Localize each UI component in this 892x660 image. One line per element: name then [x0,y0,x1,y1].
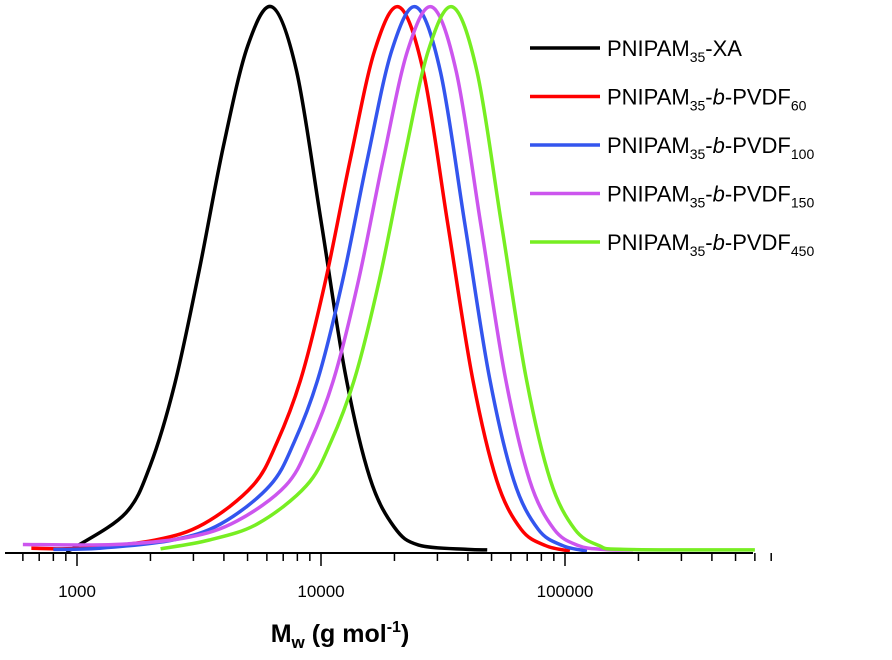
legend-label: PNIPAM35-XA [607,36,742,65]
legend-label: PNIPAM35-b-PVDF60 [607,85,807,114]
legend: PNIPAM35-XA PNIPAM35-b-PVDF60 PNIPAM35-b-P… [530,36,814,259]
plot-area [22,4,755,553]
legend-label: PNIPAM35-b-PVDF450 [607,230,814,259]
legend-label: PNIPAM35-b-PVDF150 [607,182,814,211]
series-line-1 [31,5,571,553]
series-line-4 [160,5,755,552]
x-axis-title: Mw (g mol-1) [271,619,410,652]
series-line-0 [65,4,488,553]
series-line-3 [22,5,634,552]
x-tick-label: 100000 [537,582,594,601]
x-tick-label: 1000 [58,582,96,601]
series-line-2 [53,5,588,553]
x-tick-label: 10000 [297,582,344,601]
x-axis-ticks: 1000 10000 100000 [22,553,772,601]
legend-label: PNIPAM35-b-PVDF100 [607,133,814,162]
